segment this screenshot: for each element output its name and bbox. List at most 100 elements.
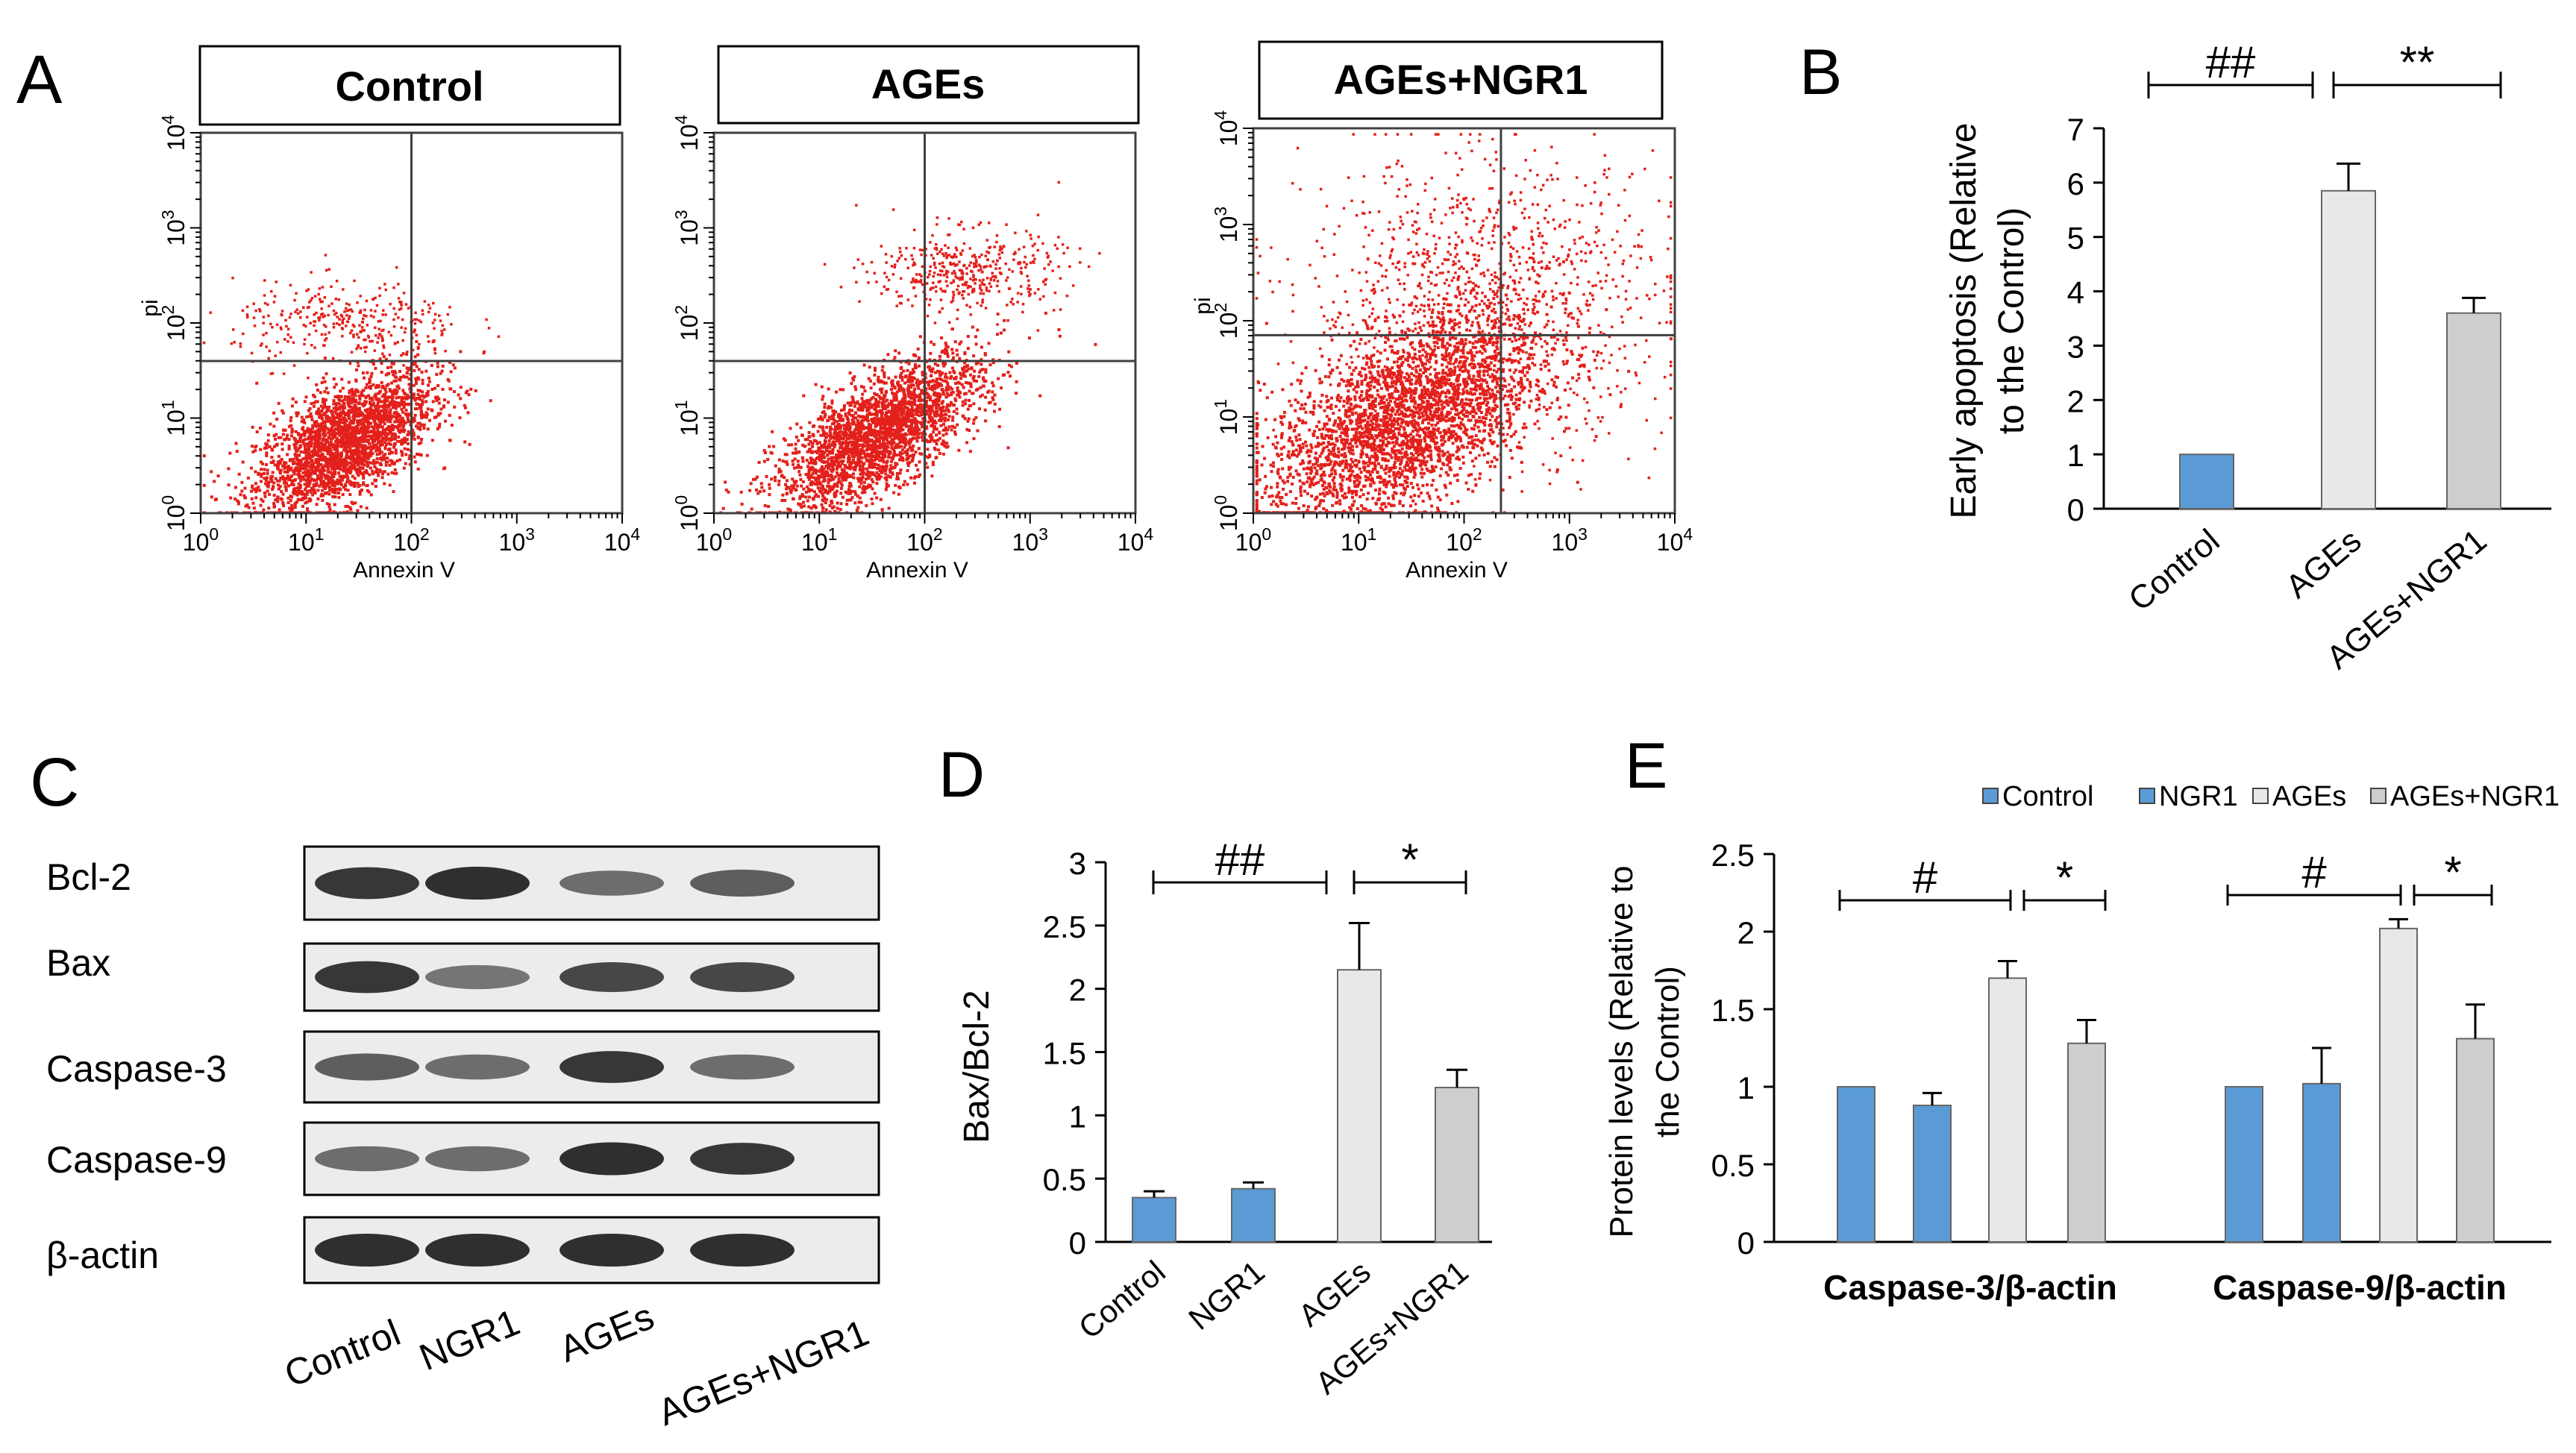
flow-event (412, 395, 416, 399)
flow-event (420, 412, 424, 415)
flow-event (415, 340, 419, 343)
flow-event (909, 422, 913, 426)
flow-event (332, 407, 336, 410)
flow-event (213, 480, 216, 483)
flow-event (933, 446, 936, 450)
flow-event (408, 462, 412, 466)
flow-event (837, 463, 841, 466)
flow-event (836, 506, 839, 510)
flow-event (936, 439, 940, 442)
flow-event (816, 430, 820, 433)
flow-event (979, 395, 983, 398)
flow-event (929, 407, 933, 410)
flow-event (286, 465, 290, 468)
flow-event (433, 318, 436, 321)
flow-event (1038, 394, 1042, 398)
flow-event (373, 439, 376, 443)
flow-event (351, 415, 355, 418)
flow-event (382, 470, 386, 474)
flow-event (842, 448, 845, 451)
flow-event (388, 448, 392, 451)
flow-event (343, 416, 347, 420)
flow-event (912, 401, 916, 404)
flow-event (942, 422, 946, 426)
flow-event (785, 487, 789, 491)
flow-event (843, 465, 847, 469)
flow-event (870, 460, 873, 464)
flow-event (886, 421, 889, 425)
flow-event (984, 371, 988, 374)
flow-event (946, 381, 950, 385)
flow-event (367, 394, 371, 398)
flow-event (227, 483, 231, 487)
flow-event (930, 374, 933, 377)
flow-event (935, 407, 938, 410)
flow-event (273, 445, 276, 448)
flow-event (359, 505, 363, 509)
flow-event (310, 488, 313, 492)
flow-event (844, 412, 847, 415)
flow-event (847, 412, 851, 416)
flow-event (352, 448, 356, 452)
flow-event (399, 301, 403, 305)
flow-event (420, 438, 424, 441)
flow-event (390, 370, 394, 374)
flow-event (891, 384, 894, 388)
flow-event (335, 448, 339, 452)
flow-event (245, 305, 249, 309)
flow-event (357, 364, 360, 368)
flow-event (956, 386, 959, 390)
flow-event (307, 428, 311, 432)
flow-event (304, 487, 307, 491)
flow-event (407, 403, 410, 407)
flow-event (844, 441, 847, 445)
flow-event (272, 411, 276, 415)
flow-event (999, 331, 1003, 335)
flow-event (991, 358, 995, 362)
panel-label-a: A (16, 42, 63, 118)
flow-event (453, 366, 457, 370)
flow-event (389, 408, 392, 412)
flow-event (397, 297, 401, 300)
flow-event (835, 390, 838, 394)
flow-event (860, 456, 864, 459)
flow-event (390, 398, 394, 402)
flow-event (424, 369, 428, 373)
flow-event (422, 313, 424, 316)
flow-event (892, 395, 896, 399)
flow-event (856, 439, 860, 442)
flow-event (384, 288, 387, 292)
flow-event (368, 451, 372, 455)
flow-event (404, 409, 408, 412)
flow-event (877, 400, 881, 404)
flow-event (869, 412, 873, 416)
flow-event (344, 484, 348, 488)
flow-event (299, 444, 303, 448)
flow-event (331, 490, 335, 494)
flow-event (388, 395, 392, 399)
flow-event (416, 427, 420, 430)
flow-event (334, 383, 338, 386)
flow-event (349, 483, 353, 487)
flow-event (395, 420, 399, 424)
flow-event (421, 309, 424, 312)
flow-event (835, 455, 838, 459)
flow-event (439, 412, 442, 415)
flow-event (293, 453, 297, 456)
flow-event (281, 464, 285, 468)
flow-event (827, 480, 830, 484)
flow-event (424, 411, 428, 415)
flow-event (314, 432, 318, 436)
flow-event (314, 458, 318, 462)
flow-event (296, 486, 300, 490)
flow-event (464, 391, 468, 395)
flow-event (327, 313, 330, 317)
flow-event (868, 365, 871, 369)
flow-event (907, 362, 911, 365)
flow-event (827, 484, 830, 488)
flow-event (963, 365, 967, 369)
flow-event (405, 371, 409, 375)
flow-event (840, 409, 843, 412)
flow-event (392, 362, 395, 365)
flow-event (407, 420, 410, 424)
